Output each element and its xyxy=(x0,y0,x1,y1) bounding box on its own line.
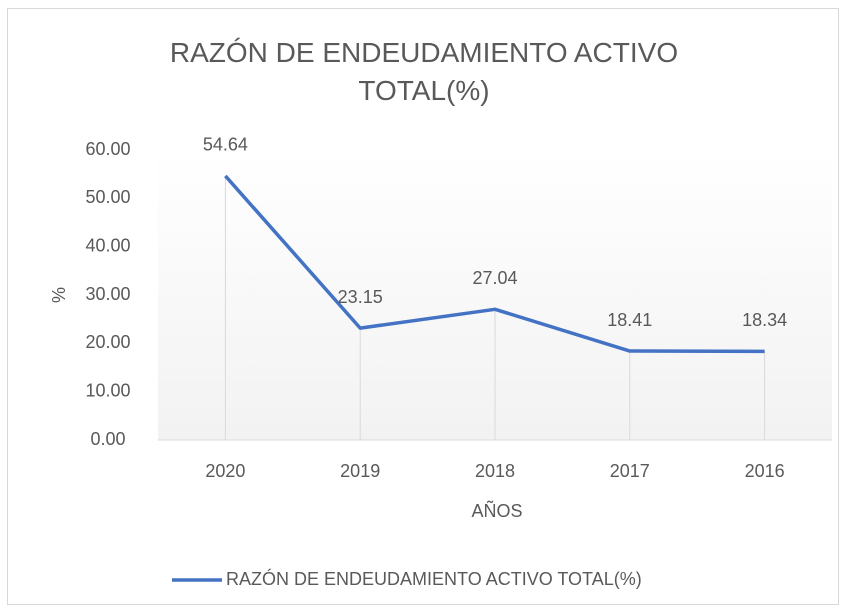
y-tick-label: 40.00 xyxy=(85,235,130,255)
y-tick-label: 0.00 xyxy=(90,429,125,449)
data-label: 27.04 xyxy=(472,268,517,288)
x-tick-label: 2019 xyxy=(340,461,380,481)
x-tick-label: 2020 xyxy=(205,461,245,481)
legend-label: RAZÓN DE ENDEUDAMIENTO ACTIVO TOTAL(%) xyxy=(226,568,642,589)
data-label: 23.15 xyxy=(338,287,383,307)
data-label: 18.34 xyxy=(742,310,787,330)
y-tick-label: 30.00 xyxy=(85,284,130,304)
y-tick-label: 10.00 xyxy=(85,380,130,400)
chart-title: RAZÓN DE ENDEUDAMIENTO ACTIVO TOTAL(%) xyxy=(169,37,679,106)
y-tick-label: 50.00 xyxy=(85,187,130,207)
y-tick-label: 20.00 xyxy=(85,332,130,352)
x-tick-label: 2018 xyxy=(475,461,515,481)
data-label: 18.41 xyxy=(607,310,652,330)
y-axis-label: % xyxy=(49,287,69,303)
x-tick-label: 2017 xyxy=(610,461,650,481)
x-tick-label: 2016 xyxy=(745,461,785,481)
data-label: 54.64 xyxy=(203,135,248,155)
series-line xyxy=(224,174,765,354)
y-tick-label: 60.00 xyxy=(85,139,130,159)
x-axis-label: AÑOS xyxy=(471,500,522,521)
